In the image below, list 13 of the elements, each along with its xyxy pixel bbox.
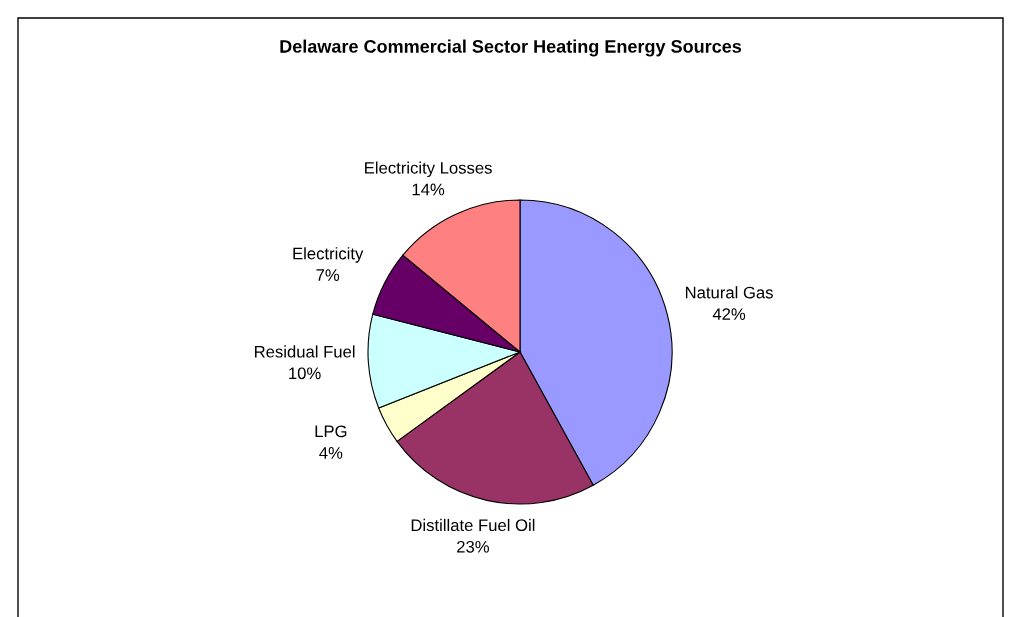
data-label: 4% xyxy=(319,447,343,459)
slice-label: Electricity Losses xyxy=(365,161,492,178)
slice-label: LPG xyxy=(315,425,347,438)
chart-title: Delaware Commercial Sector Heating Energy Sources xyxy=(280,39,742,57)
slice-label: Residual Fuel xyxy=(255,345,355,358)
slice-label: Electricity xyxy=(293,247,364,263)
slice-label: Distillate Fuel Oil xyxy=(411,518,535,532)
data-label: 23% xyxy=(457,540,489,553)
data-label: 10% xyxy=(289,367,321,380)
slice-label: Natural Gas xyxy=(685,286,773,299)
data-label: 14% xyxy=(412,183,445,196)
data-label: 7% xyxy=(316,269,340,281)
data-label: 42% xyxy=(712,308,746,320)
